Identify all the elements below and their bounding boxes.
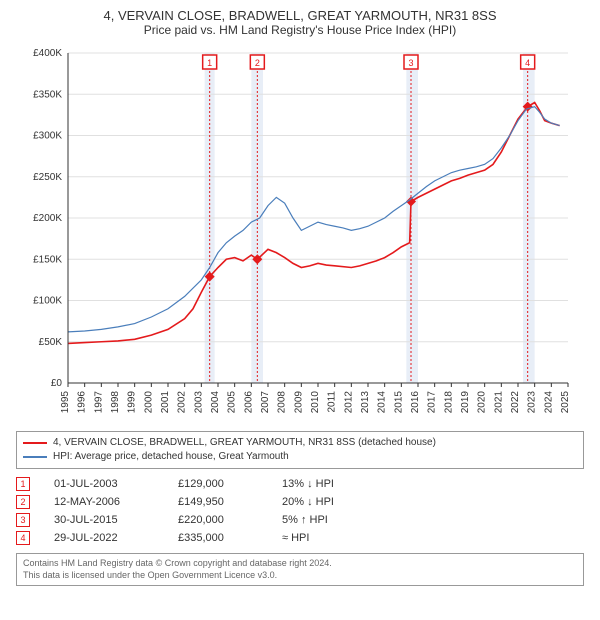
svg-text:2006: 2006 <box>243 391 254 414</box>
sales-diff: 5% ↑ HPI <box>282 514 362 526</box>
line-chart: £0 £50K £100K £150K £200K £250K £300K £350K £400… <box>20 43 580 423</box>
svg-text:2008: 2008 <box>277 391 288 414</box>
svg-text:2017: 2017 <box>427 391 438 414</box>
legend: 4, VERVAIN CLOSE, BRADWELL, GREAT YARMOU… <box>16 431 584 469</box>
svg-text:2010: 2010 <box>310 391 321 414</box>
svg-text:1999: 1999 <box>127 391 138 414</box>
sales-price: £335,000 <box>178 532 258 544</box>
svg-text:£250K: £250K <box>33 172 62 183</box>
svg-text:£150K: £150K <box>33 254 62 265</box>
sales-diff: ≈ HPI <box>282 532 362 544</box>
svg-text:£50K: £50K <box>39 337 63 348</box>
footer-line2: This data is licensed under the Open Gov… <box>23 570 577 582</box>
svg-text:£0: £0 <box>51 378 63 389</box>
svg-text:2007: 2007 <box>260 391 271 414</box>
chart-subtitle: Price paid vs. HM Land Registry's House … <box>0 23 600 43</box>
svg-text:3: 3 <box>408 58 413 68</box>
sales-marker: 4 <box>16 531 30 545</box>
sales-price: £220,000 <box>178 514 258 526</box>
svg-text:2011: 2011 <box>327 391 338 413</box>
svg-text:2025: 2025 <box>560 391 571 414</box>
sales-row: 3 30-JUL-2015 £220,000 5% ↑ HPI <box>16 511 584 529</box>
sales-marker: 1 <box>16 477 30 491</box>
sales-marker: 3 <box>16 513 30 527</box>
svg-text:2000: 2000 <box>143 391 154 414</box>
sales-date: 30-JUL-2015 <box>54 514 154 526</box>
svg-text:2018: 2018 <box>443 391 454 414</box>
legend-item: HPI: Average price, detached house, Grea… <box>23 450 577 464</box>
svg-text:2013: 2013 <box>360 391 371 414</box>
svg-text:1996: 1996 <box>77 391 88 414</box>
footer-attribution: Contains HM Land Registry data © Crown c… <box>16 553 584 586</box>
svg-text:£400K: £400K <box>33 48 62 59</box>
svg-text:2003: 2003 <box>193 391 204 414</box>
sales-row: 1 01-JUL-2003 £129,000 13% ↓ HPI <box>16 475 584 493</box>
svg-text:1998: 1998 <box>110 391 121 414</box>
svg-text:£350K: £350K <box>33 89 62 100</box>
sales-table: 1 01-JUL-2003 £129,000 13% ↓ HPI 2 12-MAY-200… <box>16 475 584 547</box>
svg-text:2005: 2005 <box>227 391 238 414</box>
sales-date: 12-MAY-2006 <box>54 496 154 508</box>
legend-swatch <box>23 456 47 458</box>
svg-text:1: 1 <box>207 58 212 68</box>
sales-price: £149,950 <box>178 496 258 508</box>
sales-marker: 2 <box>16 495 30 509</box>
svg-text:2016: 2016 <box>410 391 421 414</box>
svg-text:1997: 1997 <box>93 391 104 414</box>
svg-text:2012: 2012 <box>343 391 354 414</box>
sales-date: 01-JUL-2003 <box>54 478 154 490</box>
svg-text:2: 2 <box>255 58 260 68</box>
svg-text:2001: 2001 <box>160 391 171 414</box>
sales-diff: 13% ↓ HPI <box>282 478 362 490</box>
svg-text:£100K: £100K <box>33 296 62 307</box>
sales-diff: 20% ↓ HPI <box>282 496 362 508</box>
chart-title: 4, VERVAIN CLOSE, BRADWELL, GREAT YARMOU… <box>0 0 600 23</box>
svg-text:2023: 2023 <box>527 391 538 414</box>
svg-text:2015: 2015 <box>393 391 404 414</box>
svg-text:2020: 2020 <box>477 391 488 414</box>
svg-text:2002: 2002 <box>177 391 188 414</box>
chart-area: £0 £50K £100K £150K £200K £250K £300K £350K £400… <box>20 43 580 423</box>
legend-label: HPI: Average price, detached house, Grea… <box>53 450 289 464</box>
sales-row: 4 29-JUL-2022 £335,000 ≈ HPI <box>16 529 584 547</box>
sales-date: 29-JUL-2022 <box>54 532 154 544</box>
svg-text:4: 4 <box>525 58 530 68</box>
sales-price: £129,000 <box>178 478 258 490</box>
svg-text:1995: 1995 <box>60 391 71 414</box>
legend-label: 4, VERVAIN CLOSE, BRADWELL, GREAT YARMOU… <box>53 436 436 450</box>
svg-text:2019: 2019 <box>460 391 471 414</box>
svg-text:2004: 2004 <box>210 391 221 414</box>
legend-item: 4, VERVAIN CLOSE, BRADWELL, GREAT YARMOU… <box>23 436 577 450</box>
footer-line1: Contains HM Land Registry data © Crown c… <box>23 558 577 570</box>
svg-text:2024: 2024 <box>543 391 554 414</box>
svg-text:£200K: £200K <box>33 213 62 224</box>
legend-swatch <box>23 442 47 444</box>
svg-text:2014: 2014 <box>377 391 388 414</box>
svg-text:2009: 2009 <box>293 391 304 414</box>
svg-text:£300K: £300K <box>33 131 62 142</box>
sales-row: 2 12-MAY-2006 £149,950 20% ↓ HPI <box>16 493 584 511</box>
svg-text:2022: 2022 <box>510 391 521 414</box>
svg-text:2021: 2021 <box>493 391 504 414</box>
